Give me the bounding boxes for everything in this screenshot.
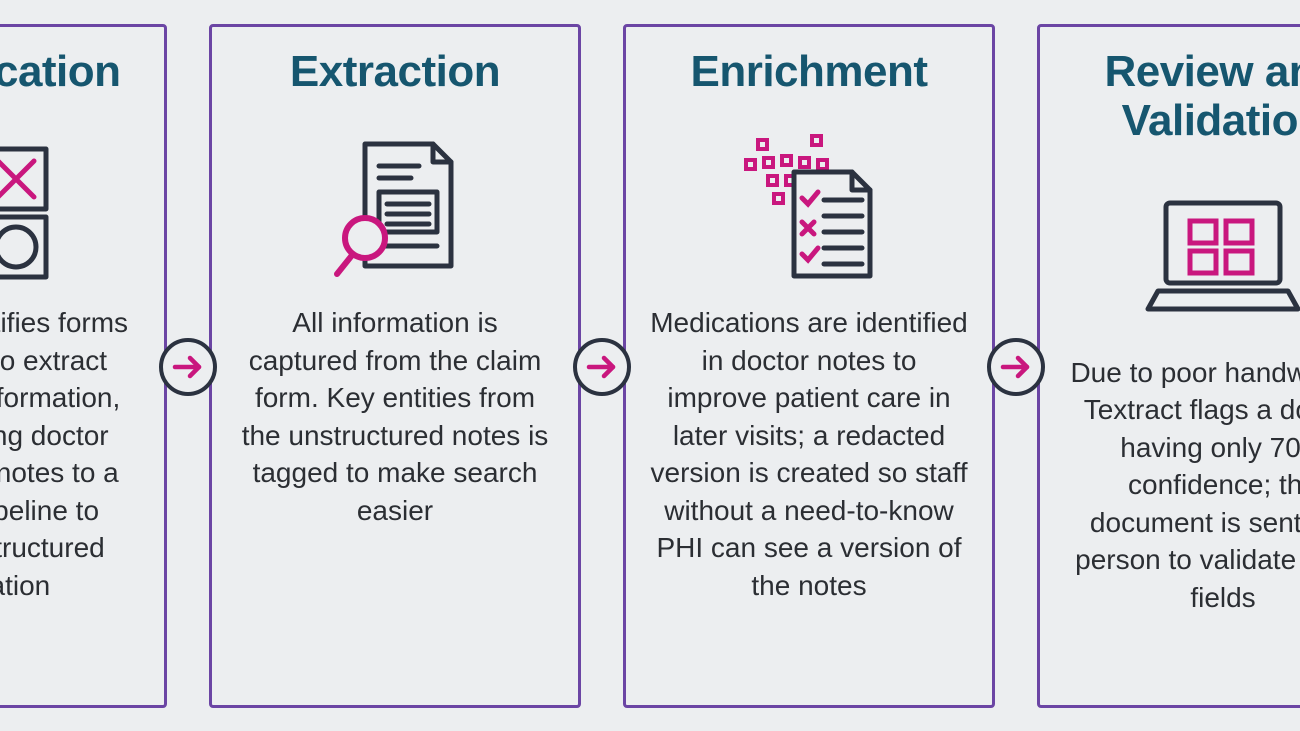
card-title: Extraction — [212, 27, 578, 96]
card-review: Review and Validation Due to poor handwr… — [1037, 24, 1300, 708]
card-title: Review and Validation — [1040, 27, 1300, 146]
card-title: Classification — [0, 27, 164, 96]
document-magnify-icon — [212, 116, 578, 296]
card-classification: Classification Textract identifies forms… — [0, 24, 167, 708]
arrow-connector-1 — [159, 338, 217, 396]
card-body: Due to poor handwriting, Textract flags … — [1040, 346, 1300, 617]
card-body: All information is captured from the cla… — [212, 296, 578, 529]
card-body: Textract identifies forms and tables to … — [0, 296, 164, 604]
card-body: Medications are identified in doctor not… — [626, 296, 992, 604]
pipeline-diagram: Classification Textract identifies forms… — [0, 0, 1300, 731]
arrow-connector-2 — [573, 338, 631, 396]
laptop-grid-icon — [1040, 166, 1300, 346]
checkbox-grid-icon — [0, 116, 164, 296]
card-extraction: Extraction All — [209, 24, 581, 708]
document-checklist-pixels-icon — [626, 116, 992, 296]
arrow-connector-3 — [987, 338, 1045, 396]
card-enrichment: Enrichment — [623, 24, 995, 708]
card-title: Enrichment — [626, 27, 992, 96]
